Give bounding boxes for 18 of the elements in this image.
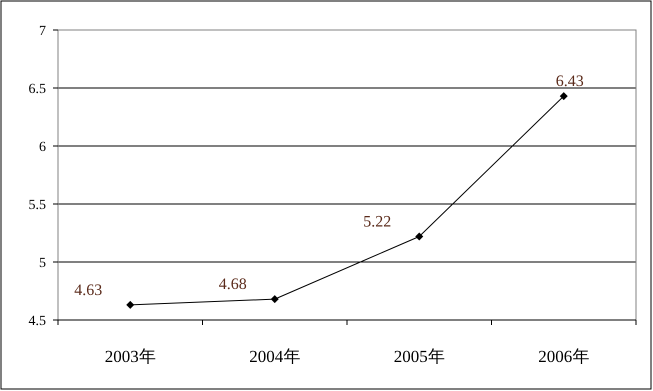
y-tick-label: 6.5: [28, 82, 46, 97]
x-tick-label: 2004年: [249, 347, 300, 366]
data-label: 4.63: [74, 282, 102, 299]
x-tick-label: 2005年: [394, 347, 445, 366]
point: [415, 232, 424, 240]
y-tick-label: 5: [39, 256, 46, 271]
data-label: 6.43: [556, 73, 584, 90]
y-tick-label: 6: [39, 140, 46, 155]
y-tick-label: 4.5: [28, 314, 46, 329]
x-tick-label: 2003年: [104, 347, 156, 366]
data-label: 4.68: [218, 276, 247, 294]
point: [270, 295, 279, 304]
point: [126, 300, 134, 309]
x-tick-label: 2006年: [538, 347, 590, 366]
point: [560, 92, 568, 100]
y-tick-label: 7: [39, 24, 46, 39]
y-tick-label: 5.5: [28, 198, 46, 213]
data-label: 5.22: [363, 213, 392, 230]
